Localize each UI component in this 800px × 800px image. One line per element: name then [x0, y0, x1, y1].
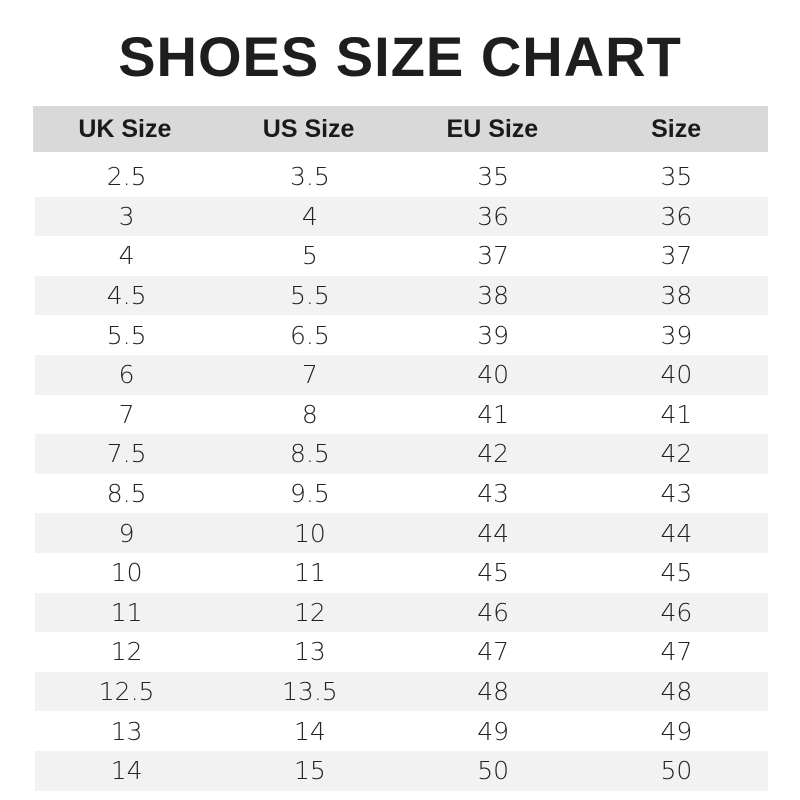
cell-uk-size: 3 [118, 201, 135, 231]
cell-eu-size: 40 [477, 360, 510, 390]
table-row: 6 7 40 40 [35, 354, 768, 395]
table-row: 2.5 3.5 35 35 [35, 157, 768, 197]
cell-eu-size: 47 [477, 637, 510, 667]
cell-eu-size: 44 [477, 518, 510, 548]
table-body: 2.5 3.5 35 35 3 4 36 36 4 5 37 37 4.5 5.5 38 38 5.5 6.5 39… [33, 157, 768, 791]
cell-size: 38 [660, 281, 693, 311]
cell-uk-size: 5.5 [106, 320, 147, 350]
cell-us-size: 13.5 [282, 677, 338, 707]
header-uk-size: UK Size [78, 114, 172, 143]
cell-us-size: 10 [293, 518, 326, 548]
cell-uk-size: 4 [118, 241, 135, 271]
cell-uk-size: 4.5 [106, 281, 147, 311]
cell-eu-size: 39 [477, 320, 510, 350]
cell-eu-size: 35 [477, 162, 510, 192]
cell-size: 41 [660, 399, 693, 429]
cell-us-size: 9.5 [289, 479, 330, 509]
cell-uk-size: 7 [118, 399, 135, 429]
cell-uk-size: 7.5 [106, 439, 147, 469]
table-row: 4 5 37 37 [35, 236, 768, 276]
cell-eu-size: 45 [477, 558, 510, 588]
table-row: 5.5 6.5 39 39 [35, 315, 768, 355]
size-table: UK Size US Size EU Size Size 2.5 3.5 35 35 3… [33, 106, 768, 791]
cell-size: 37 [660, 241, 693, 271]
cell-eu-size: 41 [477, 399, 510, 429]
header-us-size: US Size [262, 114, 355, 143]
table-row: 9 10 44 44 [35, 513, 768, 553]
table-row: 13 14 49 49 [35, 711, 768, 751]
table-row: 10 11 45 45 [35, 553, 768, 593]
table-row: 3 4 36 36 [35, 196, 768, 237]
cell-us-size: 13 [293, 637, 326, 667]
cell-size: 45 [660, 558, 693, 588]
cell-us-size: 8.5 [289, 439, 330, 469]
cell-size: 43 [660, 479, 693, 509]
cell-us-size: 8 [301, 399, 318, 429]
table-row: 12.5 13.5 48 48 [35, 671, 768, 712]
cell-size: 46 [660, 597, 693, 627]
table-row: 4.5 5.5 38 38 [35, 275, 768, 316]
cell-uk-size: 14 [110, 756, 143, 786]
page-title: SHOES SIZE CHART [118, 25, 682, 88]
cell-size: 47 [660, 637, 693, 667]
cell-size: 44 [660, 518, 693, 548]
cell-us-size: 15 [293, 756, 326, 786]
cell-uk-size: 8.5 [106, 479, 147, 509]
table-row: 7.5 8.5 42 42 [35, 434, 768, 474]
cell-eu-size: 50 [477, 756, 510, 786]
cell-size: 48 [660, 677, 693, 707]
cell-us-size: 4 [301, 201, 318, 231]
cell-eu-size: 42 [477, 439, 510, 469]
cell-size: 49 [660, 716, 693, 746]
cell-uk-size: 9 [118, 518, 135, 548]
cell-size: 36 [660, 201, 693, 231]
cell-uk-size: 13 [110, 716, 143, 746]
table-row: 11 12 46 46 [35, 592, 768, 633]
cell-us-size: 12 [293, 597, 326, 627]
cell-eu-size: 43 [477, 479, 510, 509]
cell-eu-size: 37 [477, 241, 510, 271]
cell-uk-size: 10 [110, 558, 143, 588]
cell-uk-size: 12 [110, 637, 143, 667]
cell-us-size: 7 [301, 360, 318, 390]
cell-us-size: 5.5 [289, 281, 330, 311]
cell-size: 39 [660, 320, 693, 350]
table-row: 8.5 9.5 43 43 [35, 474, 768, 514]
cell-size: 35 [660, 162, 693, 192]
cell-uk-size: 12.5 [98, 677, 155, 707]
header-eu-size: EU Size [446, 114, 539, 143]
cell-uk-size: 11 [110, 597, 143, 627]
cell-us-size: 14 [293, 716, 326, 746]
header-size: Size [651, 114, 702, 143]
cell-eu-size: 46 [477, 597, 510, 627]
cell-us-size: 11 [293, 558, 326, 588]
table-header: UK Size US Size EU Size Size [33, 106, 768, 152]
cell-eu-size: 48 [477, 677, 510, 707]
cell-size: 50 [660, 756, 693, 786]
cell-us-size: 5 [301, 241, 318, 271]
cell-size: 40 [660, 360, 693, 390]
table-row: 14 15 50 50 [35, 750, 768, 791]
cell-uk-size: 2.5 [106, 162, 147, 192]
cell-us-size: 6.5 [289, 320, 330, 350]
cell-eu-size: 49 [477, 716, 510, 746]
cell-size: 42 [660, 439, 693, 469]
table-row: 12 13 47 47 [35, 632, 768, 672]
table-row: 7 8 41 41 [35, 395, 768, 435]
cell-eu-size: 36 [477, 201, 510, 231]
cell-eu-size: 38 [477, 281, 510, 311]
cell-uk-size: 6 [118, 360, 135, 390]
cell-us-size: 3.5 [289, 162, 330, 192]
